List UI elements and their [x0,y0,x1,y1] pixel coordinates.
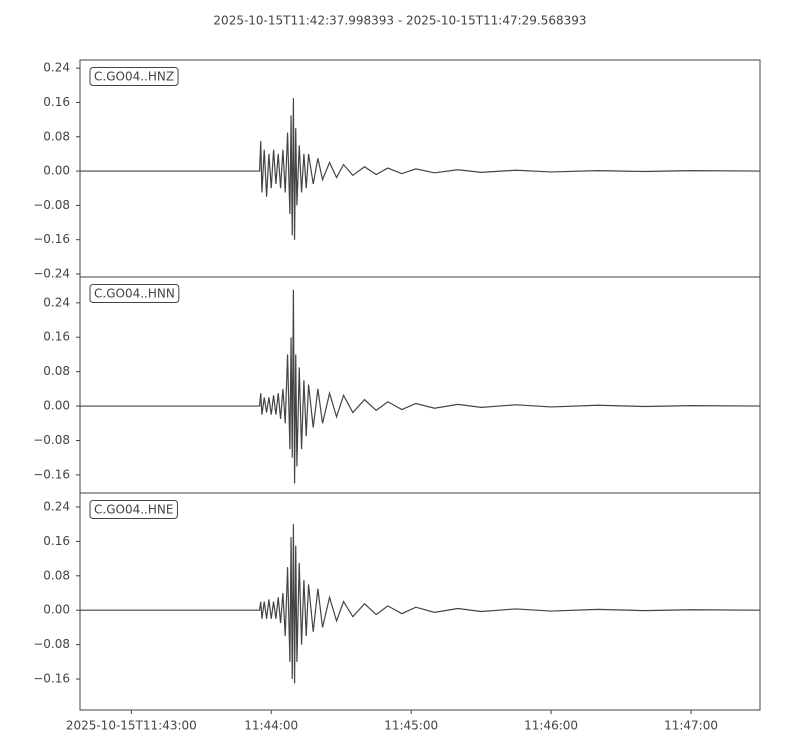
trace-label: C.GO04..HNN [94,287,175,301]
y-tick-label: 0.16 [43,95,70,109]
trace-label: C.GO04..HNZ [94,70,174,84]
y-tick-label: 0.24 [43,295,70,309]
waveform [80,289,760,484]
y-tick-label: −0.08 [33,198,70,212]
trace-label-box [89,500,178,519]
waveform [80,524,760,684]
trace-label-box [89,67,179,86]
y-tick-label: 0.16 [43,534,70,548]
waveform [80,98,760,240]
x-tick-label: 11:46:00 [524,719,578,733]
y-tick-label: −0.16 [33,467,70,481]
y-tick-label: −0.24 [33,266,70,280]
y-tick-label: 0.24 [43,499,70,513]
trace-label: C.GO04..HNE [94,503,173,517]
y-tick-label: −0.16 [33,672,70,686]
y-tick-label: 0.08 [43,129,70,143]
y-tick-label: 0.24 [43,61,70,75]
y-tick-label: 0.00 [43,603,70,617]
x-tick-label: 11:44:00 [244,719,298,733]
y-tick-label: −0.08 [33,637,70,651]
y-tick-label: 0.00 [43,399,70,413]
y-tick-label: −0.08 [33,433,70,447]
y-tick-label: 0.16 [43,330,70,344]
trace-label-box [89,284,180,303]
x-tick-label: 2025-10-15T11:43:00 [66,719,197,733]
y-tick-label: 0.08 [43,364,70,378]
x-tick-label: 11:47:00 [664,719,718,733]
panel-frame [79,492,761,711]
x-tick-label: 11:45:00 [384,719,438,733]
chart-title: 2025-10-15T11:42:37.998393 - 2025-10-15T… [213,14,586,28]
y-tick-label: −0.16 [33,232,70,246]
y-tick-label: 0.08 [43,568,70,582]
y-tick-label: 0.00 [43,164,70,178]
